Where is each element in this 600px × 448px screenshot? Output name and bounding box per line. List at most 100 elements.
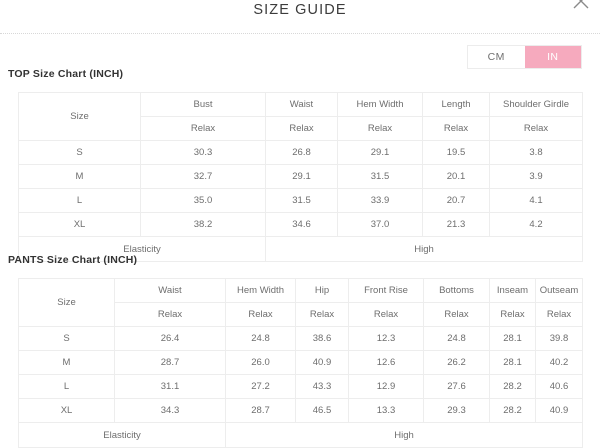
close-icon[interactable] bbox=[570, 0, 592, 12]
column-subheader: Relax bbox=[489, 302, 536, 327]
row-size-label: M bbox=[18, 164, 141, 189]
cell-value: 38.2 bbox=[140, 212, 266, 237]
cell-value: 29.1 bbox=[265, 164, 338, 189]
header-divider bbox=[0, 33, 600, 34]
column-header: Outseam bbox=[535, 278, 583, 303]
column-subheader: Relax bbox=[265, 116, 338, 141]
table-subheader-row: Relax Relax Relax Relax Relax Relax Rela… bbox=[19, 302, 583, 327]
cell-value: 31.5 bbox=[265, 188, 338, 213]
cell-value: 26.2 bbox=[423, 350, 490, 375]
cell-value: 28.2 bbox=[489, 374, 536, 399]
cell-value: 12.3 bbox=[348, 326, 424, 351]
cell-value: 28.7 bbox=[114, 350, 226, 375]
table-row: S 30.3 26.8 29.1 19.5 3.8 bbox=[18, 140, 583, 165]
table-subheader-row: Relax Relax Relax Relax Relax bbox=[19, 116, 583, 141]
cell-value: 43.3 bbox=[295, 374, 349, 399]
column-subheader: Relax bbox=[140, 116, 266, 141]
cell-value: 13.3 bbox=[348, 398, 424, 423]
table-row: M 32.7 29.1 31.5 20.1 3.9 bbox=[18, 164, 583, 189]
cell-value: 24.8 bbox=[225, 326, 296, 351]
cell-value: 31.5 bbox=[337, 164, 423, 189]
column-header: Hem Width bbox=[337, 92, 423, 117]
unit-button-in[interactable]: IN bbox=[524, 46, 581, 68]
row-size-label: L bbox=[18, 374, 115, 399]
row-size-label: S bbox=[18, 326, 115, 351]
cell-value: 35.0 bbox=[140, 188, 266, 213]
cell-value: 24.8 bbox=[423, 326, 490, 351]
cell-value: 40.6 bbox=[535, 374, 583, 399]
elasticity-label: Elasticity bbox=[18, 236, 266, 262]
column-subheader: Relax bbox=[337, 116, 423, 141]
cell-value: 12.6 bbox=[348, 350, 424, 375]
cell-value: 28.2 bbox=[489, 398, 536, 423]
cell-value: 20.1 bbox=[422, 164, 490, 189]
table-row: M 28.7 26.0 40.9 12.6 26.2 28.1 40.2 bbox=[18, 350, 583, 375]
modal-header: SIZE GUIDE bbox=[0, 0, 600, 34]
table-row: XL 34.3 28.7 46.5 13.3 29.3 28.2 40.9 bbox=[18, 398, 583, 423]
cell-value: 27.6 bbox=[423, 374, 490, 399]
column-subheader: Relax bbox=[535, 302, 583, 327]
column-header: Bottoms bbox=[423, 278, 490, 303]
cell-value: 32.7 bbox=[140, 164, 266, 189]
column-subheader: Relax bbox=[422, 116, 490, 141]
column-subheader: Relax bbox=[489, 116, 583, 141]
column-header-size: Size bbox=[18, 278, 115, 327]
cell-value: 3.9 bbox=[489, 164, 583, 189]
column-header: Front Rise bbox=[348, 278, 424, 303]
cell-value: 21.3 bbox=[422, 212, 490, 237]
cell-value: 12.9 bbox=[348, 374, 424, 399]
cell-value: 30.3 bbox=[140, 140, 266, 165]
cell-value: 4.2 bbox=[489, 212, 583, 237]
table-row: XL 38.2 34.6 37.0 21.3 4.2 bbox=[18, 212, 583, 237]
column-header: Bust bbox=[140, 92, 266, 117]
cell-value: 26.8 bbox=[265, 140, 338, 165]
cell-value: 34.6 bbox=[265, 212, 338, 237]
cell-value: 37.0 bbox=[337, 212, 423, 237]
table-row: S 26.4 24.8 38.6 12.3 24.8 28.1 39.8 bbox=[18, 326, 583, 351]
cell-value: 38.6 bbox=[295, 326, 349, 351]
table-row: L 31.1 27.2 43.3 12.9 27.6 28.2 40.6 bbox=[18, 374, 583, 399]
unit-button-cm[interactable]: CM bbox=[468, 46, 525, 68]
page-title: SIZE GUIDE bbox=[253, 2, 347, 18]
cell-value: 26.4 bbox=[114, 326, 226, 351]
row-size-label: M bbox=[18, 350, 115, 375]
cell-value: 40.9 bbox=[295, 350, 349, 375]
row-size-label: S bbox=[18, 140, 141, 165]
column-header: Waist bbox=[114, 278, 226, 303]
row-size-label: L bbox=[18, 188, 141, 213]
cell-value: 29.1 bbox=[337, 140, 423, 165]
table-header-row: Size Waist Hem Width Hip Front Rise Bott… bbox=[18, 278, 583, 327]
column-subheader: Relax bbox=[423, 302, 490, 327]
row-size-label: XL bbox=[18, 398, 115, 423]
column-subheader: Relax bbox=[114, 302, 226, 327]
cell-value: 39.8 bbox=[535, 326, 583, 351]
cell-value: 28.1 bbox=[489, 350, 536, 375]
cell-value: 31.1 bbox=[114, 374, 226, 399]
column-header: Inseam bbox=[489, 278, 536, 303]
cell-value: 26.0 bbox=[225, 350, 296, 375]
column-header-size: Size bbox=[18, 92, 141, 141]
cell-value: 28.7 bbox=[225, 398, 296, 423]
unit-toggle[interactable]: CM IN bbox=[467, 45, 582, 69]
column-header: Hem Width bbox=[225, 278, 296, 303]
column-header: Waist bbox=[265, 92, 338, 117]
pants-size-chart-label: PANTS Size Chart (INCH) bbox=[8, 254, 138, 266]
column-header: Length bbox=[422, 92, 490, 117]
column-subheader: Relax bbox=[295, 302, 349, 327]
column-header: Hip bbox=[295, 278, 349, 303]
cell-value: 46.5 bbox=[295, 398, 349, 423]
elasticity-value: High bbox=[265, 236, 583, 262]
column-header: Shoulder Girdle bbox=[489, 92, 583, 117]
cell-value: 4.1 bbox=[489, 188, 583, 213]
top-size-chart-label: TOP Size Chart (INCH) bbox=[8, 68, 124, 80]
row-size-label: XL bbox=[18, 212, 141, 237]
table-header-row: Size Bust Waist Hem Width Length Shoulde… bbox=[18, 92, 583, 141]
cell-value: 40.9 bbox=[535, 398, 583, 423]
cell-value: 20.7 bbox=[422, 188, 490, 213]
cell-value: 27.2 bbox=[225, 374, 296, 399]
cell-value: 34.3 bbox=[114, 398, 226, 423]
top-size-chart-table: Size Bust Waist Hem Width Length Shoulde… bbox=[18, 92, 583, 262]
cell-value: 33.9 bbox=[337, 188, 423, 213]
cell-value: 19.5 bbox=[422, 140, 490, 165]
cell-value: 40.2 bbox=[535, 350, 583, 375]
